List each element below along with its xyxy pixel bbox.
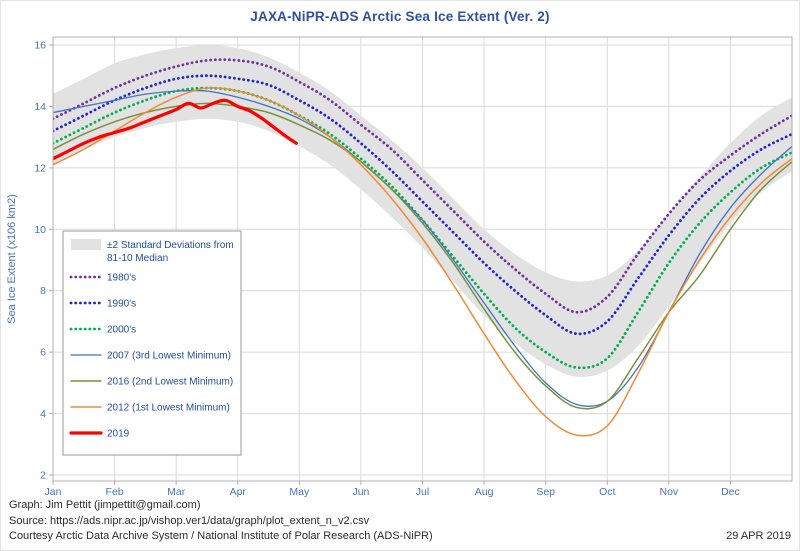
- y-tick-label: 2: [40, 470, 46, 482]
- footer: Graph: Jim Pettit (jimpettit@gmail.com) …: [1, 497, 799, 545]
- x-tick-label: Mar: [167, 486, 186, 497]
- legend-band-label-2: 81-10 Median: [107, 253, 168, 264]
- std-dev-band: [53, 45, 792, 377]
- x-tick-label: Jun: [352, 486, 369, 497]
- legend-box: [62, 230, 242, 456]
- x-tick-label: Aug: [475, 486, 494, 497]
- y-tick-label: 8: [40, 285, 46, 297]
- footer-date: 29 APR 2019: [726, 530, 791, 542]
- y-tick-label: 12: [34, 162, 46, 174]
- legend-band-label-1: ±2 Standard Deviations from: [107, 240, 234, 251]
- legend-band-swatch: [71, 239, 101, 250]
- y-axis-title: Sea Ice Extent (x106 km2): [6, 194, 18, 324]
- series-1990-s: [53, 74, 792, 336]
- series-lines: [53, 58, 792, 437]
- legend-item-label: 1980's: [107, 273, 136, 284]
- y-tick-label: 4: [40, 408, 46, 420]
- footer-bottom-row: Courtesy Arctic Data Archive System / Na…: [9, 529, 791, 545]
- legend-item-label: 2012 (1st Lowest Minimum): [107, 403, 230, 414]
- x-tick-label: May: [289, 486, 310, 497]
- x-tick-label: Jan: [45, 486, 62, 497]
- x-tick-label: Oct: [599, 486, 615, 497]
- x-tick-label: Feb: [106, 486, 124, 497]
- legend-item-label: 2007 (3rd Lowest Minimum): [107, 351, 231, 362]
- plot-svg: 2 4 6 8 10 12 14 16 Jan Feb Mar Apr May Jun Jul Aug Sep O…: [6, 36, 793, 498]
- x-tick-label: Apr: [230, 486, 247, 497]
- footer-credit: Graph: Jim Pettit (jimpettit@gmail.com): [9, 499, 201, 511]
- footer-courtesy: Courtesy Arctic Data Archive System / Na…: [9, 530, 433, 542]
- legend-item-label: 1990's: [107, 299, 136, 310]
- x-tick-label: Nov: [659, 486, 678, 497]
- axis-labels: 2 4 6 8 10 12 14 16 Jan Feb Mar Apr May Jun Jul Aug Sep O…: [34, 40, 739, 498]
- y-tick-label: 10: [34, 224, 46, 236]
- series-2012-1st-lowest-minimum: [53, 87, 792, 437]
- x-tick-label: Dec: [721, 486, 740, 497]
- y-tick-label: 16: [34, 40, 46, 52]
- legend-item-label: 2016 (2nd Lowest Minimum): [107, 377, 233, 388]
- x-tick-label: Sep: [536, 486, 555, 497]
- legend-item-label: 2019: [107, 429, 130, 440]
- legend: ±2 Standard Deviations from 81-10 Median 1…: [62, 230, 242, 456]
- legend-item-label: 2000's: [107, 325, 136, 336]
- series-2019: [53, 98, 298, 161]
- x-tick-label: Jul: [416, 486, 429, 497]
- chart-title: JAXA-NiPR-ADS Arctic Sea Ice Extent (Ver…: [250, 9, 550, 24]
- y-tick-label: 14: [34, 101, 46, 113]
- footer-source: Source: https://ads.nipr.ac.jp/vishop.ve…: [9, 514, 370, 527]
- y-tick-label: 6: [40, 347, 46, 359]
